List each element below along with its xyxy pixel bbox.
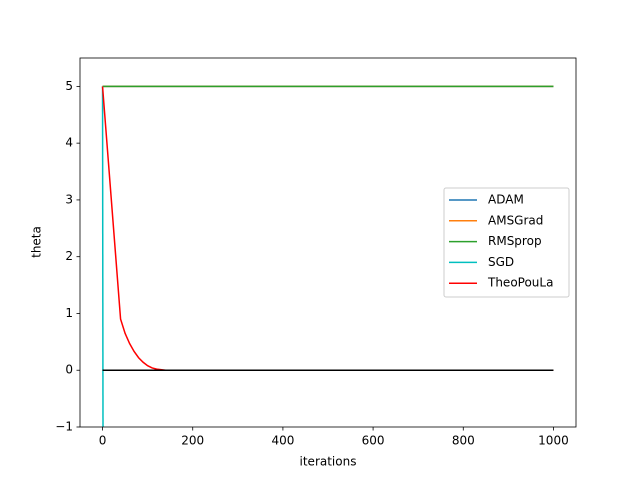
- x-tick-label: 800: [452, 434, 475, 448]
- x-tick-label: 600: [362, 434, 385, 448]
- axes-frame: [79, 57, 577, 428]
- legend-box: [443, 187, 570, 298]
- y-tick-label: 4: [65, 136, 73, 150]
- line-series: [101, 86, 554, 371]
- y-tick-label: 5: [65, 79, 73, 93]
- legend: ADAM AMSGrad RMSprop SGD TheoPouLa: [443, 187, 570, 298]
- y-tick-label: 1: [65, 306, 73, 320]
- x-tick-label: 400: [271, 434, 294, 448]
- legend-label: AMSGrad: [488, 213, 543, 227]
- legend-label: SGD: [488, 255, 514, 269]
- y-tick-label: −1: [55, 420, 73, 434]
- x-tick-label: 1000: [538, 434, 569, 448]
- x-tick-label: 200: [181, 434, 204, 448]
- legend-label: TheoPouLa: [487, 276, 553, 290]
- y-tick-label: 2: [65, 249, 73, 263]
- y-tick-label: 3: [65, 192, 73, 206]
- x-tick-label: 0: [99, 434, 107, 448]
- plot-area: [101, 85, 554, 427]
- x-axis-label: iterations: [300, 455, 357, 469]
- y-tick-label: 0: [65, 363, 73, 377]
- legend-label: ADAM: [488, 193, 524, 207]
- y-axis-label: theta: [30, 226, 44, 258]
- legend-label: RMSprop: [488, 234, 542, 248]
